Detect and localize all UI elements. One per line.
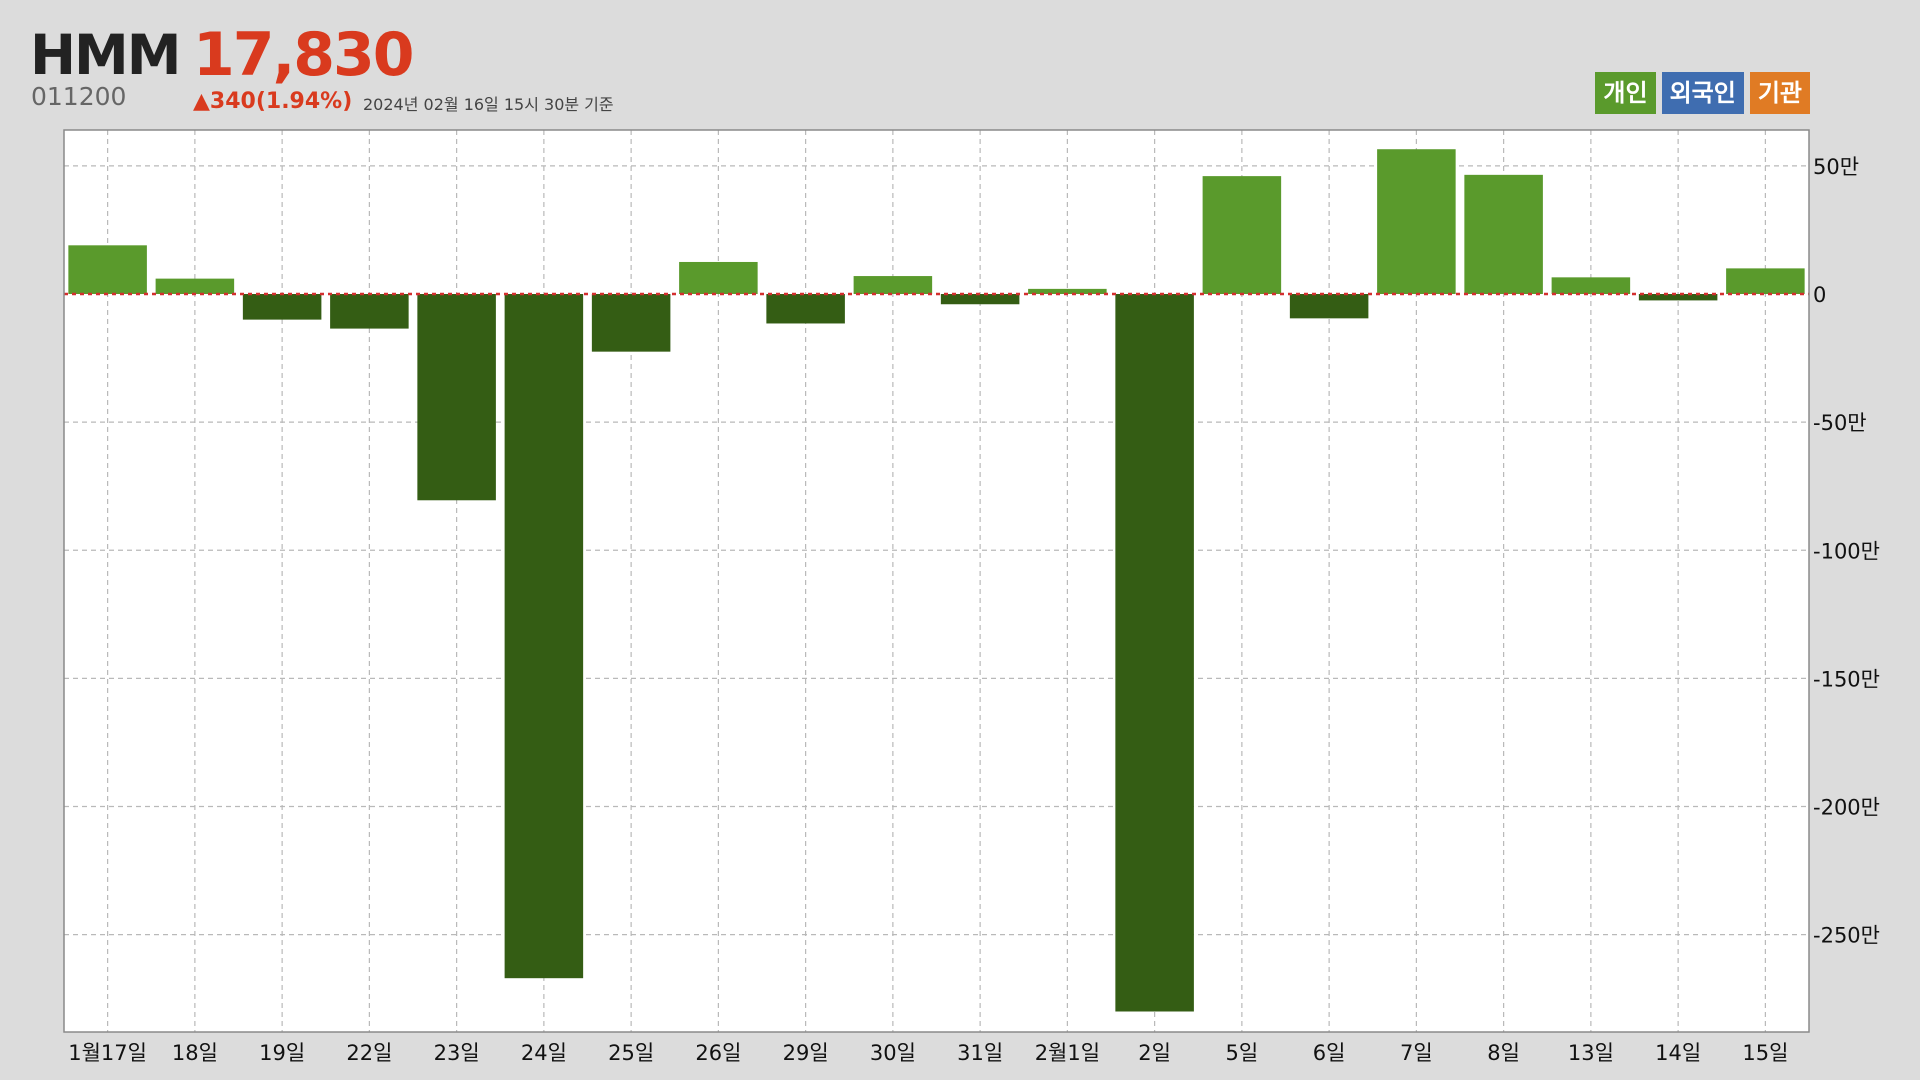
bar: [155, 278, 235, 294]
bar: [330, 294, 409, 329]
bar: [1289, 294, 1369, 319]
x-tick-label: 22일: [346, 1041, 392, 1065]
y-tick-label: -150만: [1813, 667, 1880, 691]
x-tick-label: 14일: [1655, 1041, 1701, 1065]
stock-name: HMM: [30, 23, 181, 87]
x-tick-label: 13일: [1568, 1041, 1614, 1065]
bar: [1028, 288, 1107, 294]
x-tick-label: 31일: [957, 1041, 1003, 1065]
bar: [679, 261, 758, 294]
x-tick-label: 7일: [1400, 1041, 1433, 1065]
stock-price: 17,830: [193, 20, 415, 90]
y-tick-label: 50만: [1813, 155, 1859, 179]
bar: [1202, 176, 1282, 294]
bar: [1377, 149, 1456, 294]
bar: [242, 294, 322, 320]
x-tick-label: 15일: [1742, 1041, 1788, 1065]
y-tick-label: -50만: [1813, 411, 1867, 435]
bar: [766, 294, 845, 324]
x-tick-label: 6일: [1313, 1041, 1346, 1065]
chart-legend: 개인 외국인 기관: [1595, 72, 1810, 114]
x-tick-label: 25일: [608, 1041, 654, 1065]
plot-area: [64, 130, 1809, 1032]
legend-individual[interactable]: 개인: [1595, 72, 1656, 114]
x-tick-label: 2일: [1138, 1041, 1171, 1065]
stock-code: 011200: [31, 82, 127, 111]
x-tick-label: 19일: [259, 1041, 305, 1065]
x-tick-label: 18일: [172, 1041, 218, 1065]
x-tick-label: 26일: [695, 1041, 741, 1065]
y-tick-label: -250만: [1813, 924, 1880, 948]
as-of-timestamp: 2024년 02월 16일 15시 30분 기준: [363, 95, 614, 114]
y-tick-label: -100만: [1813, 539, 1880, 563]
x-tick-label: 23일: [434, 1041, 480, 1065]
x-tick-label: 2월1일: [1035, 1041, 1100, 1065]
price-change: ▲340(1.94%): [193, 89, 353, 114]
stock-header: HMM 17,830 011200 ▲340(1.94%) 2024년 02월 …: [0, 0, 1920, 130]
bar: [940, 294, 1020, 305]
x-tick-label: 8일: [1487, 1041, 1520, 1065]
y-tick-label: 0: [1813, 283, 1826, 307]
bar: [504, 294, 584, 979]
x-tick-label: 24일: [521, 1041, 567, 1065]
bar: [853, 276, 933, 294]
legend-institution[interactable]: 기관: [1749, 72, 1810, 114]
x-tick-label: 1월17일: [68, 1041, 147, 1065]
plot-frame: [63, 129, 1810, 1033]
bar: [1115, 294, 1194, 1012]
x-tick-label: 5일: [1226, 1041, 1259, 1065]
x-tick-label: 29일: [783, 1041, 829, 1065]
bar: [68, 245, 147, 294]
bar: [1464, 174, 1543, 294]
bar: [1726, 268, 1805, 294]
legend-foreign[interactable]: 외국인: [1661, 72, 1744, 114]
bar: [591, 294, 671, 352]
x-tick-label: 30일: [870, 1041, 916, 1065]
bar: [417, 294, 496, 501]
y-tick-label: -200만: [1813, 796, 1880, 820]
bar: [1638, 294, 1718, 301]
bar: [1551, 277, 1631, 294]
